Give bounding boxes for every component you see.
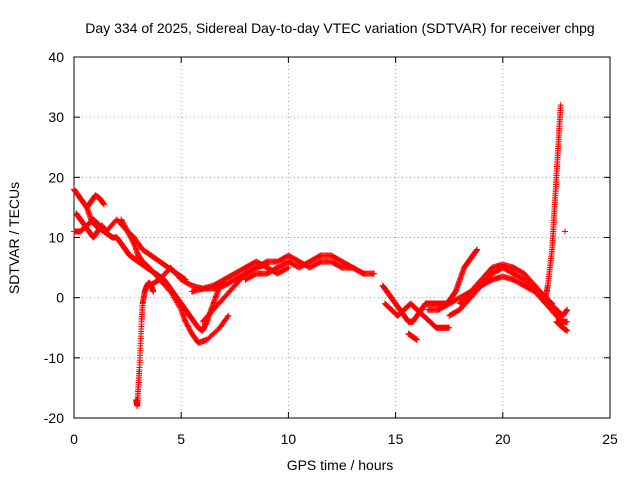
x-tick-label: 15 (388, 431, 404, 447)
data-point (285, 264, 292, 271)
series-spike-low (133, 279, 157, 409)
series-arc-d (83, 192, 108, 211)
data-point (359, 269, 366, 276)
y-tick-label: -10 (44, 350, 64, 366)
data-point (474, 246, 481, 253)
data-point (446, 324, 453, 331)
data-point (224, 313, 231, 320)
series-arc-o (456, 261, 571, 319)
series-arc-l (405, 330, 421, 343)
y-tick-label: 0 (56, 290, 64, 306)
chart-title: Day 334 of 2025, Sidereal Day-to-day VTE… (85, 20, 594, 36)
data-point (557, 102, 564, 109)
y-tick-label: -20 (44, 410, 64, 426)
data-point (564, 306, 571, 313)
data-point (564, 318, 571, 325)
y-tick-label: 40 (48, 49, 64, 65)
series-arc-k (381, 300, 453, 331)
tick-labels: 0 5 10 15 20 25 -20 -10 0 10 20 30 40 (44, 49, 618, 447)
data-point (371, 270, 378, 277)
data-point (561, 228, 568, 235)
data-point (225, 312, 232, 319)
y-tick-label: 10 (48, 230, 64, 246)
series-isolated (561, 228, 568, 235)
data-point (103, 228, 110, 235)
series-arc-a (71, 186, 228, 334)
data-point (360, 270, 367, 277)
data-point (150, 288, 157, 295)
grid (74, 57, 610, 418)
series-arc-c (73, 210, 110, 241)
x-tick-label: 5 (177, 431, 185, 447)
series-arc-n (446, 264, 571, 325)
x-tick-label: 10 (281, 431, 297, 447)
x-tick-label: 25 (602, 431, 618, 447)
x-axis-label: GPS time / hours (287, 457, 394, 473)
y-axis-label: SDTVAR / TECUs (6, 182, 22, 294)
y-tick-label: 20 (48, 169, 64, 185)
series-arc-i (242, 252, 367, 283)
data-point (166, 287, 173, 294)
series-arc-p (553, 318, 571, 334)
y-tick-label: 30 (48, 109, 64, 125)
data-point (414, 336, 421, 343)
series-spike-high (542, 102, 564, 301)
x-tick-label: 0 (70, 431, 78, 447)
data-points (71, 102, 571, 409)
data-point (101, 201, 108, 208)
data-point (284, 265, 291, 272)
x-tick-label: 20 (495, 431, 511, 447)
series-arc-b (71, 216, 232, 346)
axis-ticks (73, 56, 611, 419)
data-point (564, 327, 571, 334)
